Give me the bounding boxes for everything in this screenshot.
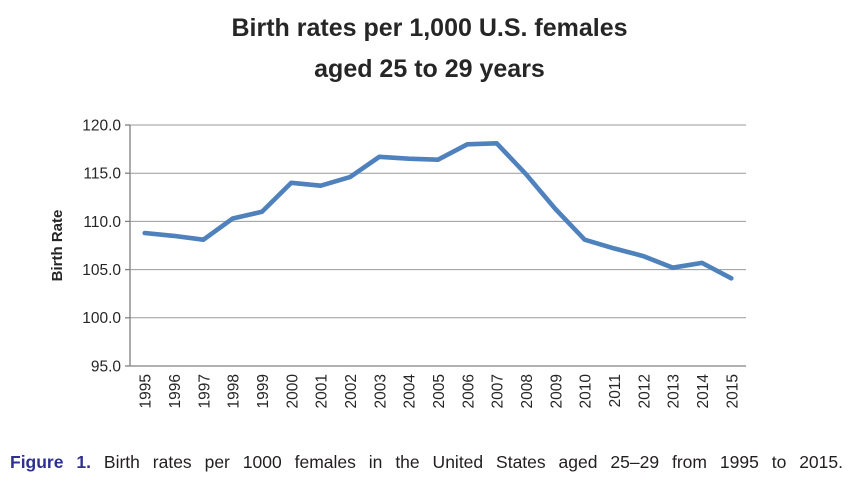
y-axis-title: Birth Rate (49, 210, 66, 282)
x-tick-label: 2001 (314, 374, 331, 408)
x-tick-label: 1998 (226, 374, 243, 408)
x-tick-label: 1996 (167, 374, 184, 408)
x-tick-label: 2013 (666, 374, 683, 408)
x-tick-label: 2004 (402, 374, 419, 409)
y-tick-label: 95.0 (91, 358, 122, 375)
chart-title-line-2: aged 25 to 29 years (314, 55, 545, 83)
figure-caption-label: Figure 1. (10, 452, 91, 472)
chart-title: Birth rates per 1,000 U.S. females aged 2… (0, 8, 859, 90)
x-tick-label: 2008 (519, 374, 536, 408)
x-tick-label: 1997 (196, 374, 213, 408)
y-tick-label: 100.0 (82, 310, 121, 327)
x-tick-label: 2006 (460, 374, 477, 408)
x-tick-label: 2007 (490, 374, 507, 408)
y-tick-label: 115.0 (83, 166, 121, 183)
x-tick-label: 2009 (548, 374, 565, 408)
x-tick-label: 2005 (431, 374, 448, 408)
y-tick-label: 120.0 (82, 117, 121, 134)
birth-rate-series-line (142, 141, 734, 281)
x-tick-label: 2012 (636, 374, 653, 408)
figure-caption: Figure 1. Birth rates per 1000 females i… (10, 449, 843, 475)
x-tick-label: 2010 (578, 374, 595, 409)
x-tick-label: 2011 (607, 374, 624, 407)
x-tick-label: 2015 (724, 374, 741, 408)
x-tick-label: 2014 (695, 374, 712, 409)
x-tick-label: 1999 (255, 374, 272, 408)
y-tick-label: 110.0 (83, 214, 121, 231)
x-tick-label: 2003 (372, 374, 389, 408)
x-tick-label: 1995 (138, 374, 155, 408)
chart-title-line-1: Birth rates per 1,000 U.S. females (231, 14, 628, 42)
y-tick-label: 105.0 (82, 262, 121, 279)
x-tick-label: 2002 (343, 374, 360, 408)
x-tick-label: 2000 (284, 374, 301, 409)
figure-caption-text: Birth rates per 1000 females in the Unit… (103, 452, 843, 472)
